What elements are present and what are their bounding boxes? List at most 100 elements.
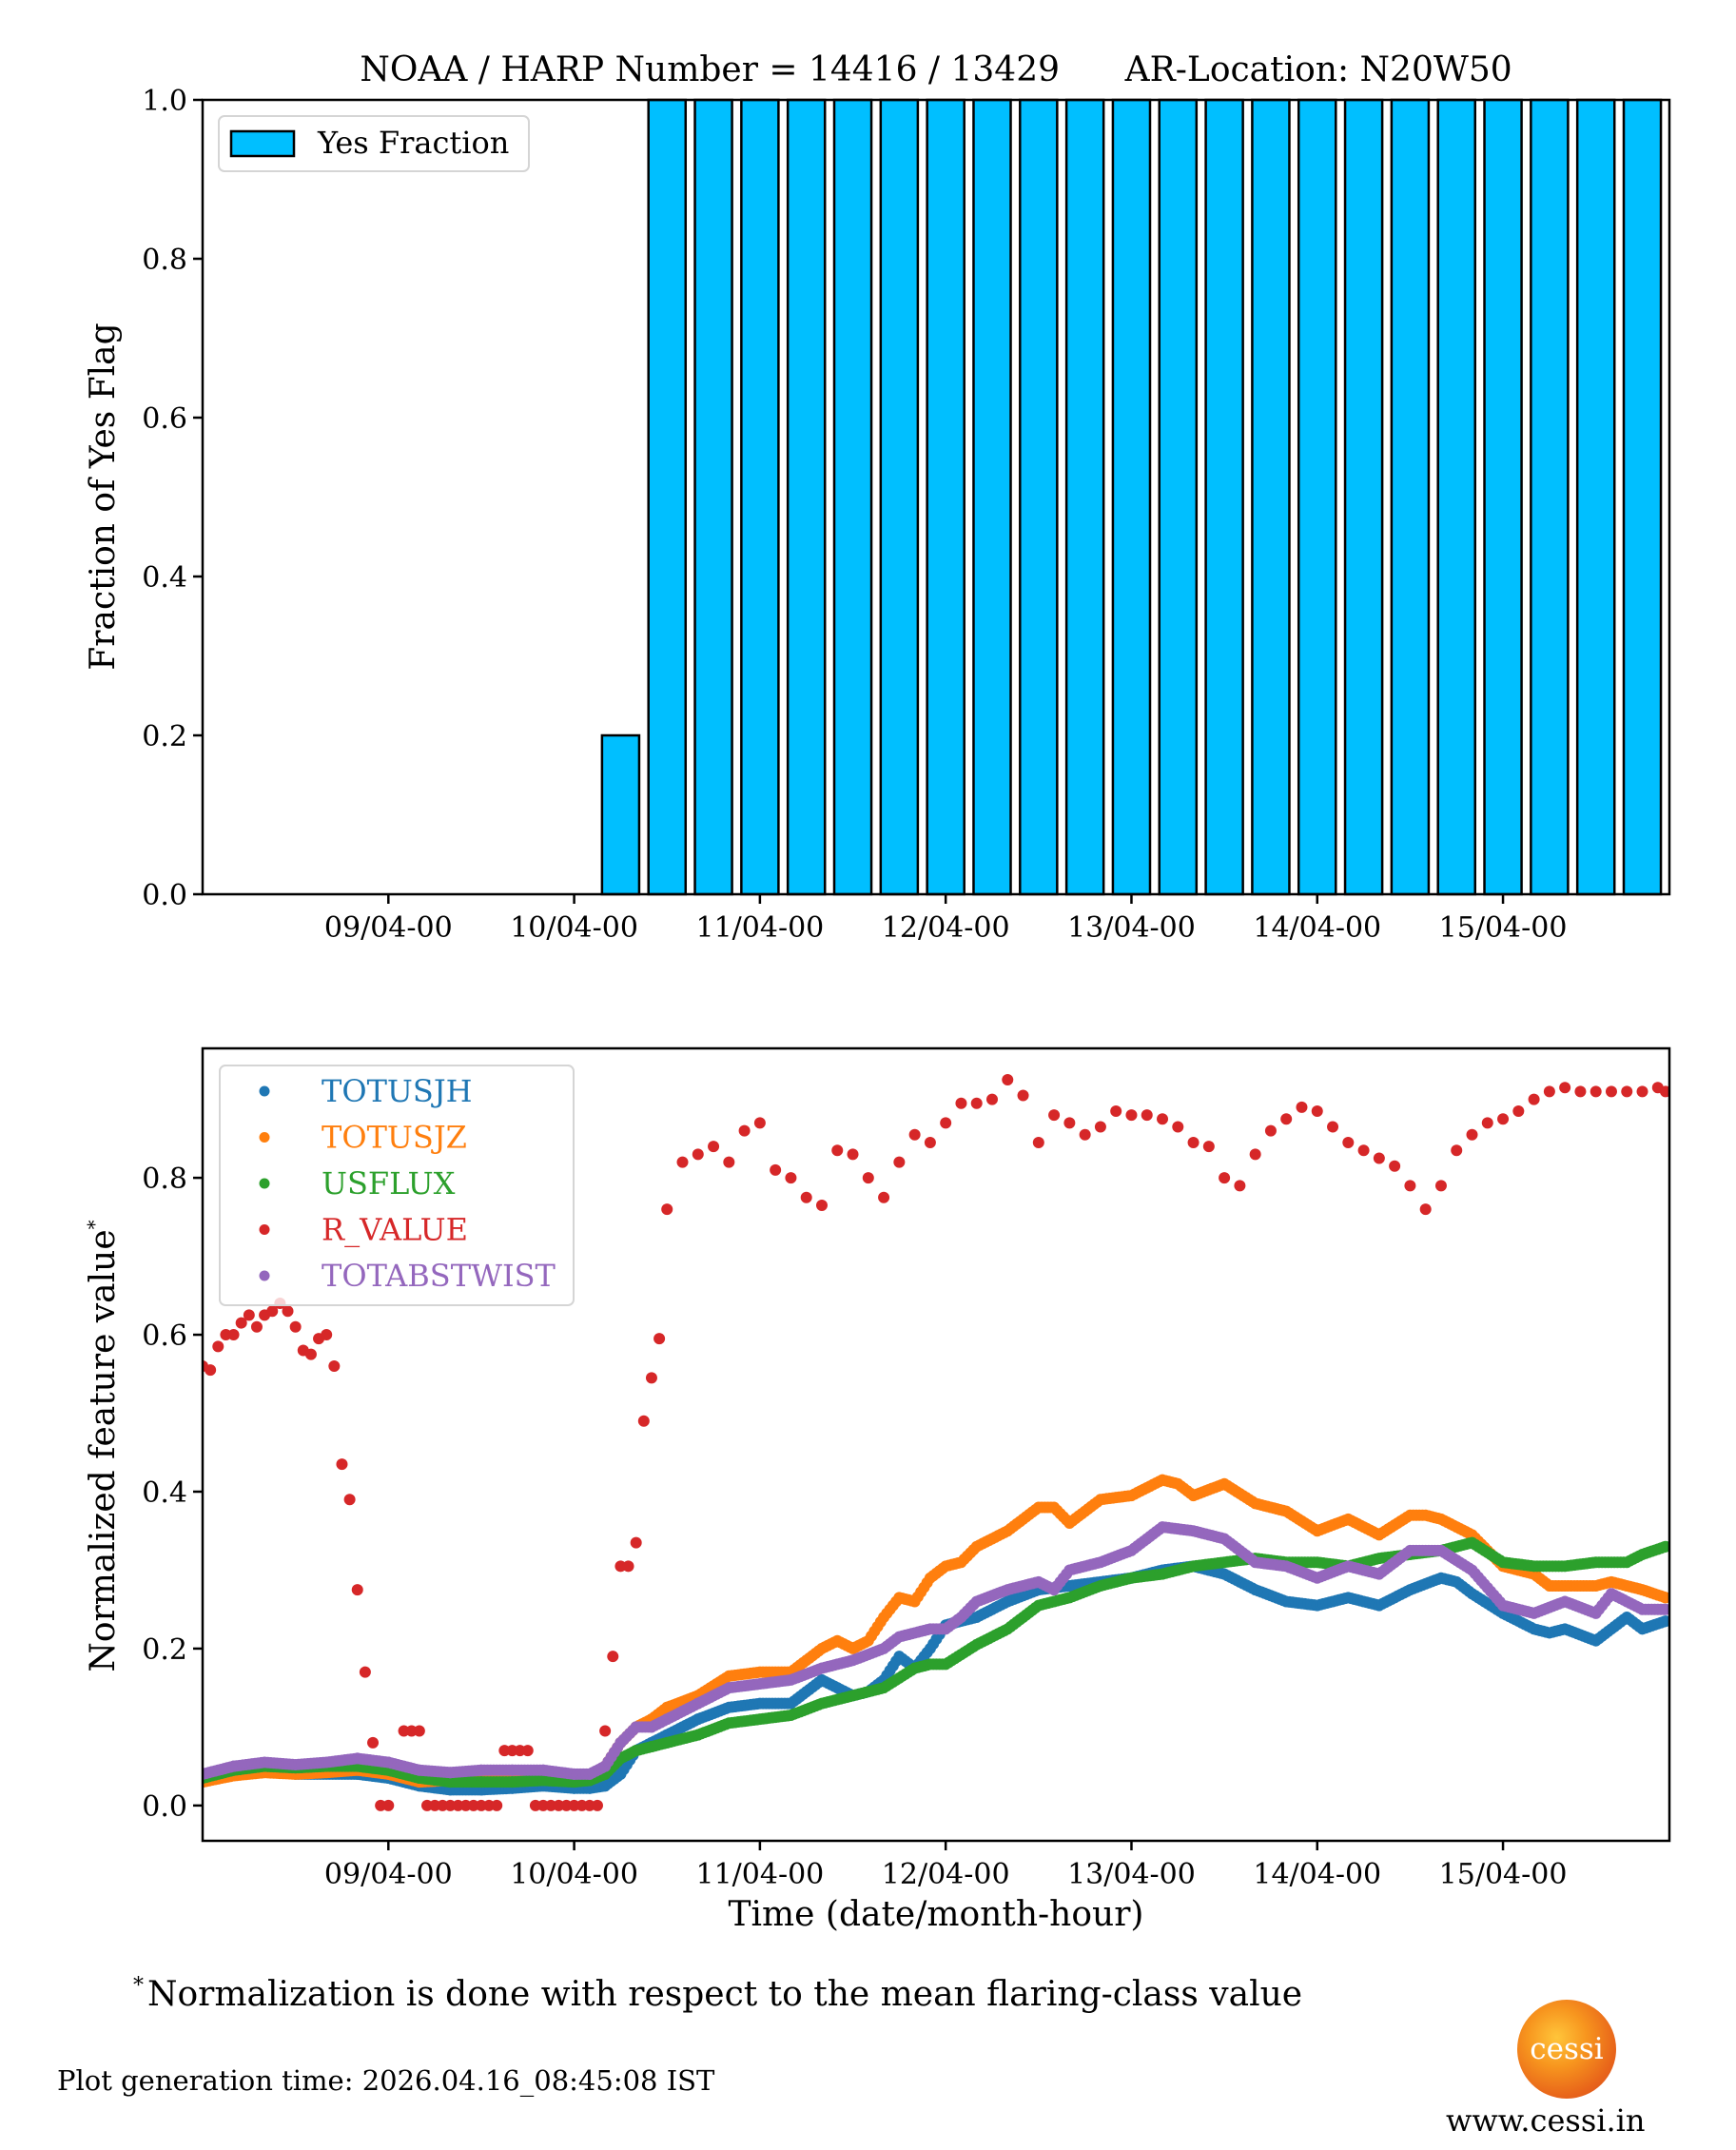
chart-title: NOAA / HARP Number = 14416 / 13429 AR-Lo… [360,50,1512,89]
data-point [1636,1085,1648,1098]
bottom-ytick-label: 0.4 [142,1476,187,1510]
top-ytick-label: 0.0 [142,879,187,912]
legend-label-totusjh: TOTUSJH [322,1073,473,1109]
data-point [289,1320,302,1333]
data-point [1466,1128,1478,1141]
data-point [1659,1540,1669,1553]
top-xtick-label: 12/04-00 [882,911,1010,945]
legend-marker-totabstwist [259,1270,270,1281]
website-link[interactable]: www.cessi.in [1446,2102,1646,2139]
data-point [243,1309,255,1321]
bar [926,98,966,896]
bar [786,98,827,896]
data-point [591,1799,603,1811]
data-point [1342,1136,1355,1148]
bottom-xtick-label: 10/04-00 [510,1858,638,1891]
legend-bottom: TOTUSJH TOTUSJZ USFLUX R_VALUE TOTABSTWIST [219,1065,575,1306]
top-xtick-label: 09/04-00 [324,911,453,945]
bottom-xtick-label: 12/04-00 [882,1858,1010,1891]
data-point [770,1163,782,1176]
x-axis-label-bottom: Time (date/month-hour) [729,1895,1144,1934]
legend-box [219,1065,575,1306]
bottom-ytick-label: 0.6 [142,1319,187,1353]
data-point [304,1348,317,1360]
data-point [1157,1113,1169,1125]
bar [1297,98,1337,896]
data-point [1543,1085,1555,1098]
data-point [1234,1180,1246,1192]
data-point [878,1191,890,1203]
data-point [1063,1117,1076,1129]
data-point [1141,1109,1153,1122]
series-totusjh [203,1560,1669,1796]
data-point [1002,1073,1014,1085]
data-point [1659,1603,1669,1615]
data-point [1264,1124,1277,1137]
data-point [1512,1104,1525,1117]
legend-label-totusjz: TOTUSJZ [322,1120,467,1156]
x-ticks-top: 09/04-00 10/04-00 11/04-00 12/04-00 13/04-00… [324,894,1568,945]
bar [1483,98,1523,896]
data-point [622,1560,634,1573]
data-point [645,1372,657,1384]
legend-entries: TOTUSJH TOTUSJZ USFLUX R_VALUE TOTABSTWIST [259,1073,556,1294]
bottom-ytick-label: 0.0 [142,1790,187,1824]
data-point [212,1340,224,1353]
data-point [1451,1144,1463,1157]
data-point [1110,1104,1122,1117]
bottom-xtick-label: 09/04-00 [324,1858,453,1891]
bar [740,98,780,896]
bar [1204,98,1244,896]
data-point [1125,1109,1138,1122]
legend-label-usflux: USFLUX [322,1165,456,1202]
data-point [800,1191,812,1203]
data-point [359,1666,371,1678]
bottom-xtick-label: 14/04-00 [1253,1858,1381,1891]
top-ytick-label: 0.8 [142,244,187,277]
data-point [676,1156,689,1168]
data-point [1079,1128,1091,1141]
data-point [491,1799,503,1811]
y-ticks-bottom: 0.0 0.2 0.4 0.6 0.8 [142,1163,203,1824]
data-point [250,1320,263,1333]
bar [1390,98,1431,896]
data-point [893,1156,906,1168]
data-point [607,1651,619,1663]
top-ytick-label: 0.6 [142,402,187,436]
data-point [637,1415,650,1427]
data-point [1048,1109,1061,1122]
legend-label-r-value: R_VALUE [322,1212,468,1248]
data-point [940,1117,952,1129]
plot-generation-time: Plot generation time: 2026.04.16_08:45:0… [57,2064,715,2097]
bar [1622,98,1663,896]
top-xtick-label: 10/04-00 [510,911,638,945]
data-point [266,1305,279,1318]
data-point [1373,1152,1385,1164]
bottom-xtick-label: 15/04-00 [1439,1858,1568,1891]
data-point [1311,1104,1323,1117]
top-ytick-label: 1.0 [142,85,187,118]
data-point [815,1199,828,1211]
top-ytick-label: 0.2 [142,720,187,753]
legend-marker-totusjh [259,1085,270,1097]
top-xtick-label: 15/04-00 [1439,911,1568,945]
top-ytick-label: 0.4 [142,561,187,595]
data-point [1497,1113,1510,1125]
x-ticks-bottom: 09/04-00 10/04-00 11/04-00 12/04-00 13/04-00… [324,1841,1568,1891]
footnote-text: Normalization is done with respect to th… [147,1975,1303,2014]
data-point [1327,1121,1339,1133]
data-point [653,1333,666,1345]
data-point [831,1144,844,1157]
bar [1019,98,1059,896]
data-point [1404,1180,1416,1192]
data-point [1434,1180,1447,1192]
data-point [1528,1093,1540,1105]
data-point [1574,1085,1587,1098]
data-point [1202,1141,1215,1153]
legend-marker-usflux [259,1178,270,1189]
data-point [1357,1144,1370,1157]
data-point [1419,1203,1432,1216]
bar [972,98,1012,896]
data-point [321,1329,333,1341]
